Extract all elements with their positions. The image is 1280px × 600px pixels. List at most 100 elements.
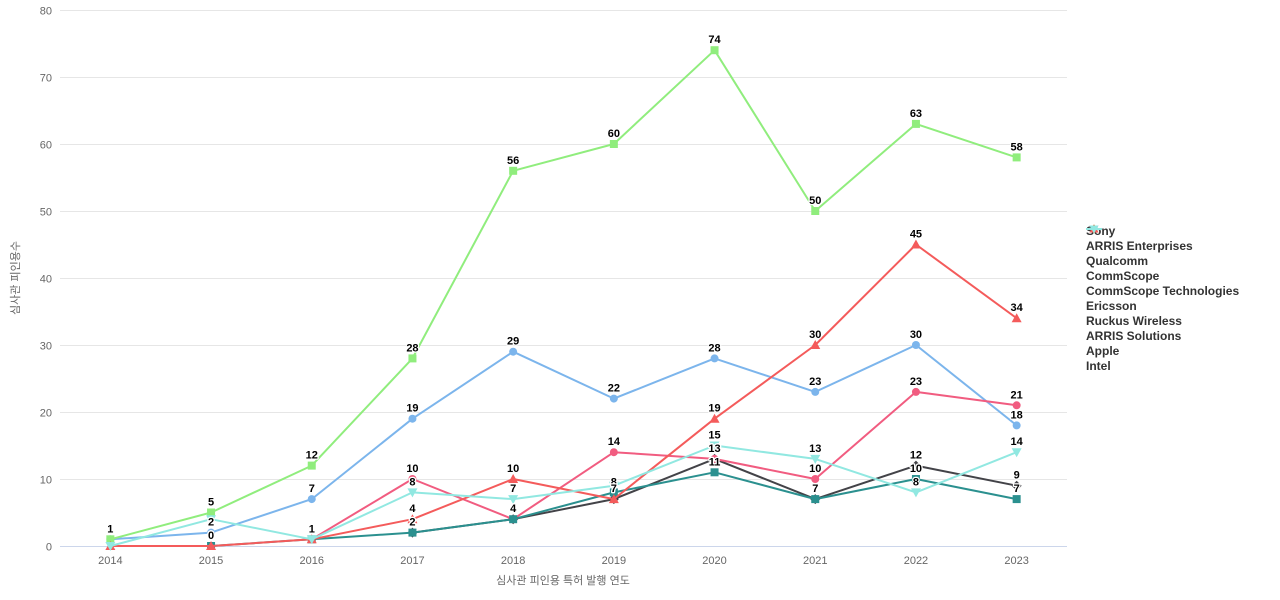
data-label: 11	[709, 456, 721, 468]
qualcomm-point[interactable]	[509, 166, 518, 175]
sony-point[interactable]	[911, 341, 920, 349]
data-label: 28	[406, 342, 418, 354]
qualcomm-point[interactable]	[307, 461, 316, 470]
sony-point[interactable]	[207, 528, 216, 537]
x-axis-tick-label: 2023	[1004, 555, 1028, 567]
ericsson-point[interactable]	[911, 387, 920, 396]
data-label: 19	[406, 403, 418, 415]
sony-point[interactable]	[307, 495, 316, 504]
apple-point[interactable]	[407, 514, 418, 524]
legend-item-label: ARRIS Solutions	[1086, 328, 1182, 343]
x-axis-tick-label: 2020	[702, 555, 726, 567]
apple-point[interactable]	[1011, 313, 1022, 323]
arris-solutions-point[interactable]	[609, 488, 618, 497]
ericsson-point[interactable]	[710, 454, 719, 463]
legend-item-arris-enterprises[interactable]: ARRIS Enterprises	[1086, 224, 1239, 253]
intel-point[interactable]	[910, 488, 921, 498]
x-axis-tick-label: 2014	[98, 555, 122, 567]
legend-item-sony[interactable]: Sony	[1086, 223, 1239, 238]
legend-item-label: CommScope	[1086, 268, 1160, 283]
data-label: 18	[1011, 409, 1023, 421]
data-label: 10	[809, 463, 821, 475]
legend-item-commscope-technologies[interactable]: CommScope Technologies	[1086, 225, 1239, 298]
legend-item-label: ARRIS Enterprises	[1086, 238, 1193, 253]
arris-solutions-point[interactable]	[509, 515, 518, 524]
data-label: 13	[708, 443, 720, 455]
qualcomm-point[interactable]	[710, 46, 719, 55]
data-label: 7	[812, 483, 818, 495]
data-label: 13	[809, 443, 821, 455]
intel-point[interactable]	[105, 542, 116, 551]
legend-item-label: Ericsson	[1086, 298, 1137, 313]
legend-item-qualcomm[interactable]: Qualcomm	[1086, 225, 1239, 268]
intel-point[interactable]	[810, 454, 821, 464]
legend-item-ruckus-wireless[interactable]: Ruckus Wireless	[1086, 224, 1239, 328]
intel-point[interactable]	[709, 441, 720, 451]
sony-point[interactable]	[509, 347, 518, 356]
qualcomm-point[interactable]	[106, 535, 115, 544]
intel-point[interactable]	[306, 535, 317, 545]
ericsson-point[interactable]	[609, 448, 618, 457]
data-label: 1	[107, 523, 113, 535]
legend-item-intel[interactable]: Intel	[1086, 225, 1239, 373]
intel-point[interactable]	[407, 488, 418, 498]
arris-enterprises-point[interactable]	[1011, 480, 1022, 491]
data-label: 12	[306, 450, 318, 462]
arris-solutions-point[interactable]	[408, 528, 417, 537]
ericsson-point[interactable]	[408, 475, 417, 483]
legend-item-arris-solutions[interactable]: ARRIS Solutions	[1086, 225, 1239, 343]
data-label: 30	[910, 329, 922, 341]
series-line	[109, 344, 1018, 541]
intel-point[interactable]	[1011, 448, 1022, 458]
data-label: 4	[510, 503, 517, 515]
sony-point[interactable]	[609, 394, 618, 403]
legend-item-ericsson[interactable]: Ericsson	[1086, 225, 1239, 313]
ericsson-point[interactable]	[1012, 401, 1021, 410]
data-label: 8	[409, 476, 415, 488]
arris-solutions-point[interactable]	[1012, 495, 1021, 504]
ericsson-point[interactable]	[811, 475, 820, 483]
data-label: 23	[809, 376, 821, 388]
qualcomm-point[interactable]	[408, 354, 417, 363]
intel-point[interactable]	[508, 495, 519, 505]
qualcomm-point[interactable]	[1012, 153, 1021, 162]
y-axis-tick-label: 50	[40, 207, 52, 219]
intel-point[interactable]	[206, 515, 217, 525]
qualcomm-point[interactable]	[811, 207, 820, 215]
sony-point[interactable]	[710, 354, 719, 363]
sony-point[interactable]	[1012, 421, 1021, 430]
sony-point[interactable]	[811, 387, 820, 396]
arris-solutions-point[interactable]	[710, 468, 719, 477]
apple-point[interactable]	[910, 239, 921, 249]
arris-solutions-point[interactable]	[911, 475, 920, 483]
apple-point[interactable]	[206, 541, 217, 550]
x-axis-tick-label: 2015	[199, 555, 223, 567]
intel-point[interactable]	[608, 481, 619, 491]
x-axis-tick-label: 2019	[602, 555, 626, 567]
qualcomm-point[interactable]	[207, 508, 216, 517]
legend-item-apple[interactable]: Apple	[1086, 224, 1239, 358]
legend-item-commscope[interactable]: CommScope	[1086, 224, 1239, 283]
qualcomm-point[interactable]	[911, 119, 920, 128]
series-apple	[105, 239, 1022, 550]
data-label: 0	[208, 530, 214, 542]
arris-solutions-point[interactable]	[811, 495, 820, 504]
apple-point[interactable]	[709, 413, 720, 423]
apple-point[interactable]	[608, 494, 619, 504]
data-label: 19	[708, 403, 720, 415]
apple-point[interactable]	[810, 340, 821, 349]
data-label: 28	[708, 342, 720, 354]
arris-enterprises-point[interactable]	[910, 460, 921, 471]
data-label: 10	[406, 463, 418, 475]
apple-point[interactable]	[508, 474, 519, 483]
y-axis-tick-label: 0	[46, 542, 52, 554]
qualcomm-point[interactable]	[609, 140, 618, 148]
data-label: 2	[208, 517, 214, 529]
data-label: 7	[1014, 483, 1020, 495]
x-axis-tick-label: 2021	[803, 555, 827, 567]
series-line	[109, 444, 1018, 547]
data-label: 15	[708, 430, 720, 442]
data-label: 7	[611, 483, 617, 495]
sony-point[interactable]	[408, 414, 417, 423]
